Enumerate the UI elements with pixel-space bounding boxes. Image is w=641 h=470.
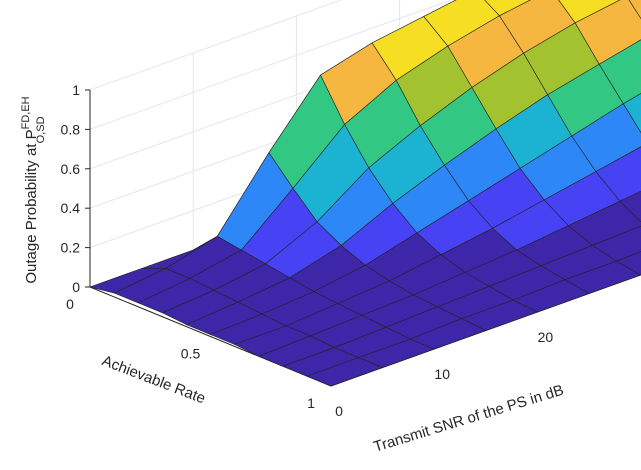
grid-line-z	[89, 0, 453, 130]
y-tick-label: 0.5	[181, 346, 201, 362]
grid-line-z	[89, 0, 563, 170]
z-tick-label: 1	[72, 82, 80, 98]
x-tick-label: 10	[434, 366, 450, 382]
z-tick-label: 0.8	[61, 121, 81, 137]
grid-line-z	[89, 0, 343, 91]
z-axis-label: Outage Probability at PFD,EHO,SD	[20, 96, 47, 283]
x-tick-label: 20	[538, 329, 554, 345]
z-tick-label: 0.2	[61, 240, 81, 256]
x-tick-label: 0	[335, 403, 343, 419]
z-axis-label-main: Outage Probability at P	[23, 129, 40, 283]
z-tick-label: 0.4	[61, 200, 81, 216]
surface-patch	[306, 357, 384, 387]
z-tick-label: 0	[72, 279, 80, 295]
z-tick-label: 0.6	[61, 161, 81, 177]
y-tick-label: 0	[66, 296, 74, 312]
y-tick-label: 1	[307, 395, 315, 411]
z-axis-label-superscript: FD,EH	[20, 96, 32, 129]
x-axis-label: Transmit SNR of the PS in dB	[372, 382, 566, 456]
surface-mesh	[88, 0, 641, 387]
z-axis-label-subscript: O,SD	[35, 116, 47, 143]
